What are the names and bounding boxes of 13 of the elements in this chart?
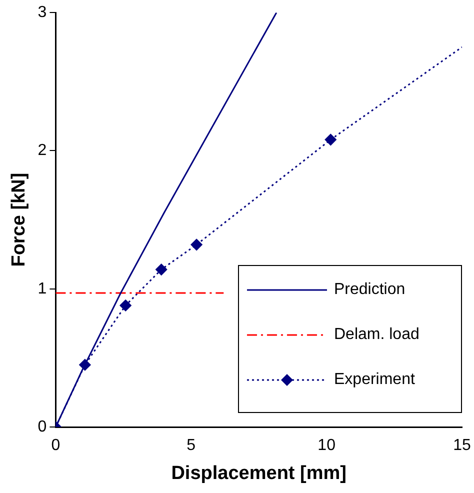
y-tick-label: 1	[38, 280, 47, 298]
legend-label: Experiment	[334, 371, 415, 389]
x-axis-title: Displacement [mm]	[171, 462, 346, 484]
y-tick-label: 2	[38, 142, 47, 160]
x-tick-label: 0	[51, 437, 60, 454]
legend-label: Delam. load	[334, 326, 420, 344]
y-tick-label: 0	[38, 418, 47, 436]
x-tick-label: 10	[318, 437, 336, 454]
x-tick-label: 5	[186, 437, 196, 454]
legend-label: Prediction	[334, 281, 406, 299]
x-tick-label: 15	[453, 437, 471, 454]
y-axis-title: Force [kN]	[8, 172, 30, 267]
y-tick-label: 3	[38, 4, 47, 22]
